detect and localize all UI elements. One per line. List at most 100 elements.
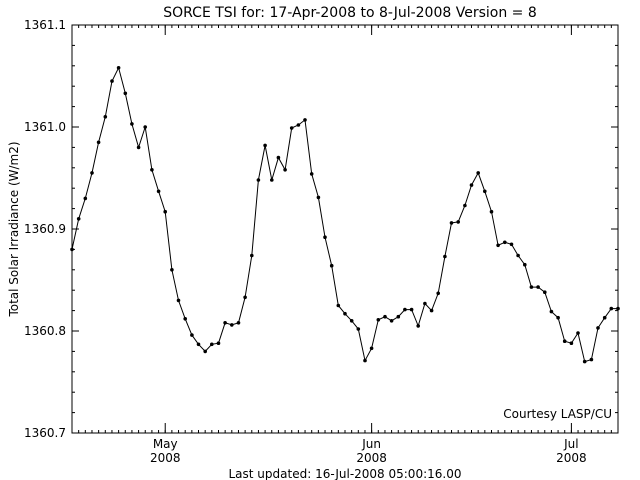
tsi-data-point xyxy=(70,247,74,252)
tsi-data-point xyxy=(263,143,267,148)
tsi-data-point xyxy=(543,290,547,295)
tsi-data-point xyxy=(449,221,454,225)
tsi-data-point xyxy=(569,341,574,346)
tsi-data-point xyxy=(323,235,327,239)
tsi-data-point xyxy=(596,326,600,330)
y-tick-label: 1360.7 xyxy=(24,426,66,440)
tsi-data-point xyxy=(369,346,374,351)
tsi-data-point xyxy=(110,79,114,83)
x-tick-month: May xyxy=(153,437,178,451)
x-tick-year: 2008 xyxy=(150,451,181,465)
y-tick-label: 1360.9 xyxy=(24,222,66,236)
tsi-data-point xyxy=(602,315,607,320)
tsi-data-point xyxy=(443,254,447,259)
tsi-data-point xyxy=(309,172,314,176)
tsi-data-point xyxy=(356,327,361,331)
x-axis-minor-ticks xyxy=(71,25,619,433)
tsi-data-point xyxy=(516,253,520,258)
tsi-data-point xyxy=(456,220,461,224)
tsi-data-point xyxy=(230,323,234,327)
tsi-data-point xyxy=(90,171,94,175)
tsi-data-point xyxy=(409,307,414,312)
x-tick-month: Jun xyxy=(361,437,381,451)
tsi-data-point xyxy=(316,195,321,200)
tsi-data-point xyxy=(489,209,494,214)
tsi-data-point xyxy=(150,168,154,172)
y-tick-label: 1361.1 xyxy=(24,18,66,32)
tsi-data-point xyxy=(343,311,347,316)
tsi-data-point xyxy=(509,242,514,247)
tsi-data-point xyxy=(170,268,174,272)
tsi-data-point xyxy=(376,318,381,322)
tsi-data-point xyxy=(190,333,194,337)
tsi-data-point xyxy=(416,324,421,328)
tsi-data-point xyxy=(130,122,134,126)
tsi-data-point xyxy=(136,145,141,150)
tsi-data-point xyxy=(562,339,567,344)
tsi-data-point xyxy=(203,349,207,354)
y-axis-ticks: 1360.7 1360.8 1360.9 1361.0 1361.1 xyxy=(24,18,618,440)
courtesy-annotation: Courtesy LASP/CU xyxy=(503,407,612,421)
tsi-data-point xyxy=(163,209,167,214)
tsi-data-point xyxy=(389,319,394,323)
tsi-data-point xyxy=(429,308,434,313)
tsi-data-point xyxy=(270,178,274,182)
tsi-data-point xyxy=(243,295,247,300)
tsi-data-point xyxy=(289,126,294,130)
tsi-data-point xyxy=(250,253,254,258)
tsi-data-point xyxy=(303,118,307,122)
tsi-data-point xyxy=(363,358,367,363)
tsi-data-point xyxy=(216,341,221,346)
tsi-data-point xyxy=(336,303,341,308)
x-tick-year: 2008 xyxy=(356,451,387,465)
tsi-data-point xyxy=(556,315,560,320)
tsi-data-point xyxy=(616,306,620,311)
tsi-series-line xyxy=(71,66,618,363)
tsi-data-point xyxy=(349,319,354,323)
series-group xyxy=(70,66,620,364)
tsi-data-point xyxy=(529,285,534,289)
last-updated-footer: Last updated: 16-Jul-2008 05:00:16.00 xyxy=(229,467,462,480)
tsi-data-point xyxy=(116,66,121,70)
tsi-data-point xyxy=(103,115,108,119)
tsi-data-point xyxy=(176,298,181,303)
tsi-data-point xyxy=(576,331,580,335)
tsi-data-point xyxy=(143,125,147,129)
y-axis-label: Total Solar Irradiance (W/m2) xyxy=(7,141,21,317)
tsi-data-point xyxy=(523,262,527,267)
tsi-data-point xyxy=(423,301,427,306)
tsi-data-point xyxy=(436,291,441,296)
tsi-data-point xyxy=(463,203,467,208)
tsi-data-point xyxy=(403,307,407,312)
y-tick-label: 1360.8 xyxy=(24,324,66,338)
chart-title: SORCE TSI for: 17-Apr-2008 to 8-Jul-2008… xyxy=(163,5,537,21)
tsi-data-point xyxy=(196,342,201,347)
tsi-data-point xyxy=(256,178,261,182)
plot-frame xyxy=(71,24,619,434)
tsi-data-point xyxy=(496,243,500,248)
tsi-data-point xyxy=(396,314,401,319)
tsi-data-point xyxy=(609,306,614,311)
tsi-data-point xyxy=(123,91,128,96)
x-tick-year: 2008 xyxy=(556,451,587,465)
tsi-data-point xyxy=(296,123,301,127)
tsi-data-point xyxy=(283,168,287,172)
x-tick-month: Jul xyxy=(563,437,578,451)
tsi-data-point xyxy=(223,321,227,325)
tsi-data-point xyxy=(96,140,101,145)
tsi-data-point xyxy=(483,189,487,194)
tsi-data-point xyxy=(469,183,474,187)
tsi-data-point xyxy=(589,357,594,362)
tsi-data-point xyxy=(236,321,241,325)
tsi-data-point xyxy=(549,309,554,314)
tsi-data-point xyxy=(76,217,81,221)
tsi-data-point xyxy=(329,263,334,268)
tsi-data-point xyxy=(536,285,540,289)
tsi-data-point xyxy=(476,171,481,175)
tsi-data-point xyxy=(183,317,187,321)
y-tick-label: 1361.0 xyxy=(24,120,66,134)
tsi-data-point xyxy=(582,359,587,364)
tsi-data-point xyxy=(383,314,387,319)
